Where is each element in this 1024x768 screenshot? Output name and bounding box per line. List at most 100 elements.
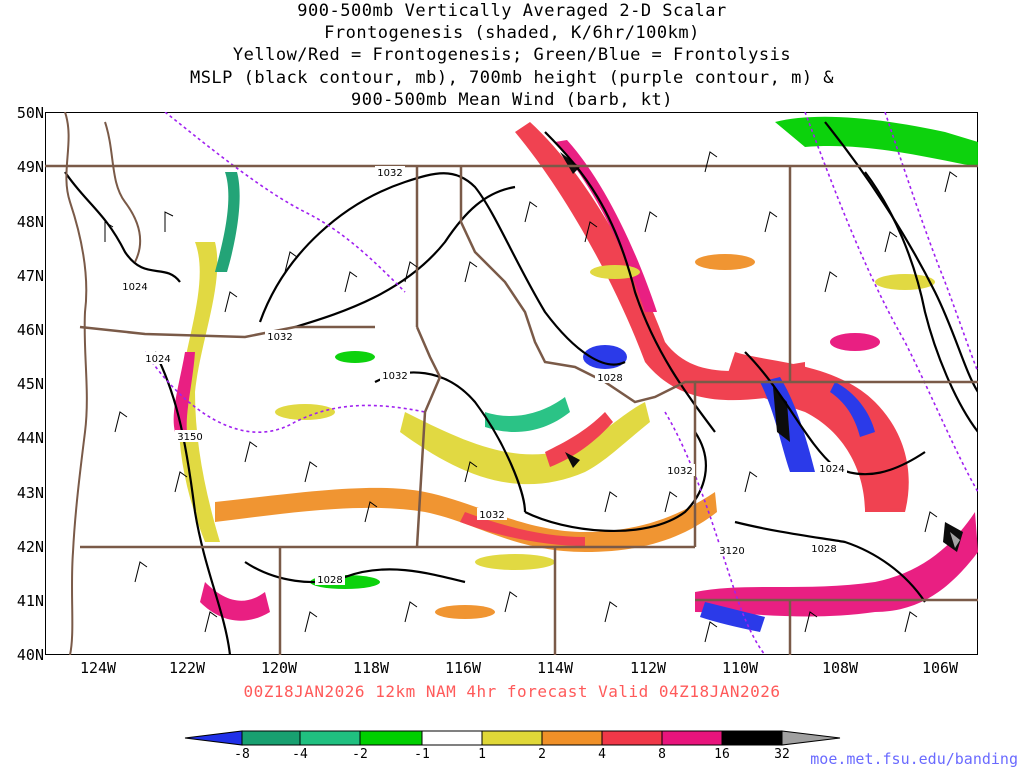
mslp-label-7: 1032 [667,466,692,477]
mslp-contour-1032-idaho [524,431,707,532]
mslp-contour-1032-west [294,185,516,329]
mslp-contours [64,121,978,655]
map-title-line-2: Frontogenesis (shaded, K/6hr/100km) [324,23,700,43]
wind-barbs [104,151,958,643]
height-contour-3150 [144,351,426,433]
lat-label-42n: 42N [16,538,44,556]
forecast-valid-time: 00Z18JAN2026 12km NAM 4hr forecast Valid… [243,682,781,701]
shade-patch-6 [435,605,495,619]
lon-label-114w: 114W [536,659,574,677]
mslp-label-11: 1028 [811,544,836,555]
mslp-label-10: 1024 [819,464,844,475]
shade-sw-red [200,582,270,621]
mslp-contour-1028-sw [244,561,466,584]
shade-patch-4 [475,554,555,570]
mslp-contour-1024-coast [64,171,181,283]
lon-label-106w: 106W [921,659,959,677]
mslp-label-8: 1032 [479,510,504,521]
mslp-contour-1028-colorado [734,520,926,603]
shade-snake-black [565,452,580,468]
map-title-line-4: MSLP (black contour, mb), 700mb height (… [189,68,835,88]
credit-link[interactable]: moe.met.fsu.edu/banding [810,750,1018,768]
map-title-line-3: Yellow/Red = Frontogenesis; Green/Blue =… [232,45,792,65]
lon-label-112w: 112W [629,659,667,677]
shade-wyoming-black [773,387,790,442]
colorbar-label-16: 16 [714,747,730,762]
shade-colorado [695,512,978,617]
shade-wyoming-red [725,352,909,512]
colorbar-seg-4 [421,730,483,746]
height-contour-3120 [664,411,766,655]
coastline [64,112,142,655]
lat-label-43n: 43N [16,484,44,502]
lat-label-50n: 50N [16,104,44,122]
border-or-id [415,326,442,548]
shade-band-montana [515,122,805,401]
height-label-2: 3120 [719,546,744,557]
border-wa-or [79,325,375,339]
mslp-label-5: 1032 [382,371,407,382]
lon-label-120w: 120W [260,659,298,677]
mslp-label-6: 1028 [597,373,622,384]
frontogenesis-map: 1032 1024 1032 1024 1032 1028 1032 1032 … [45,112,978,655]
mslp-label-4: 1024 [145,354,170,365]
shade-black-montana [560,152,580,174]
lat-label-48n: 48N [16,213,44,231]
colorbar-cap-left [184,730,243,746]
lon-label-116w: 116W [444,659,482,677]
shade-patch-2 [335,351,375,363]
border-id-mt [459,166,697,547]
colorbar-label-8: 8 [658,747,666,762]
colorbar-label-32: 32 [774,747,790,762]
height-contour-ne-2 [884,112,978,373]
colorbar-seg-6 [541,730,603,746]
colorbar-seg-9 [721,730,783,746]
lon-label-110w: 110W [721,659,759,677]
mslp-label-2: 1024 [122,282,147,293]
map-title-line-5: 900-500mb Mean Wind (barb, kt) [350,90,674,110]
mslp-contour-1024-oregon [154,351,232,655]
lon-label-108w: 108W [821,659,859,677]
lat-label-49n: 49N [16,158,44,176]
shade-patch-8 [695,254,755,270]
shade-band-cascade-green [215,172,240,272]
shade-colorado-grey [950,532,960,548]
colorbar-label-neg8: -8 [234,747,250,762]
colorbar-seg-2 [299,730,361,746]
mslp-label-3: 1032 [267,332,292,343]
height-contour-nw [164,112,406,293]
mslp-contour-east [864,171,978,433]
shade-nevada-red [460,512,585,546]
height-label-1: 3150 [177,432,202,443]
shade-snake-yellow [400,402,650,485]
lat-label-40n: 40N [16,646,44,664]
lon-label-122w: 122W [168,659,206,677]
frontogenesis-shading [173,116,978,632]
colorbar-seg-7 [601,730,663,746]
mslp-contour-1028-montana [544,131,716,433]
shade-colorado-blue [700,602,765,632]
lat-label-46n: 46N [16,321,44,339]
lat-label-41n: 41N [16,592,44,610]
lat-label-45n: 45N [16,375,44,393]
colorbar-label-4: 4 [598,747,606,762]
colorbar [184,730,841,746]
lon-label-124w: 124W [79,659,117,677]
colorbar-label-2: 2 [538,747,546,762]
map-title-line-1: 900-500mb Vertically Averaged 2-D Scalar [297,1,727,21]
lat-label-44n: 44N [16,429,44,447]
state-borders [45,164,978,655]
height-contour-ne-1 [804,112,978,493]
shade-patch-7 [590,265,640,279]
shade-snake-red [545,412,613,467]
mslp-label-9: 1028 [317,575,342,586]
colorbar-label-1: 1 [478,747,486,762]
shade-wyoming-blue-2 [830,382,875,437]
shade-band-coast-red [173,352,195,432]
colorbar-label-neg1: -1 [414,747,430,762]
colorbar-label-neg4: -4 [292,747,308,762]
colorbar-cap-right [781,730,841,746]
shade-patch-3 [583,345,627,369]
shade-snake-green [485,397,570,432]
mslp-contour-ne [824,121,978,393]
